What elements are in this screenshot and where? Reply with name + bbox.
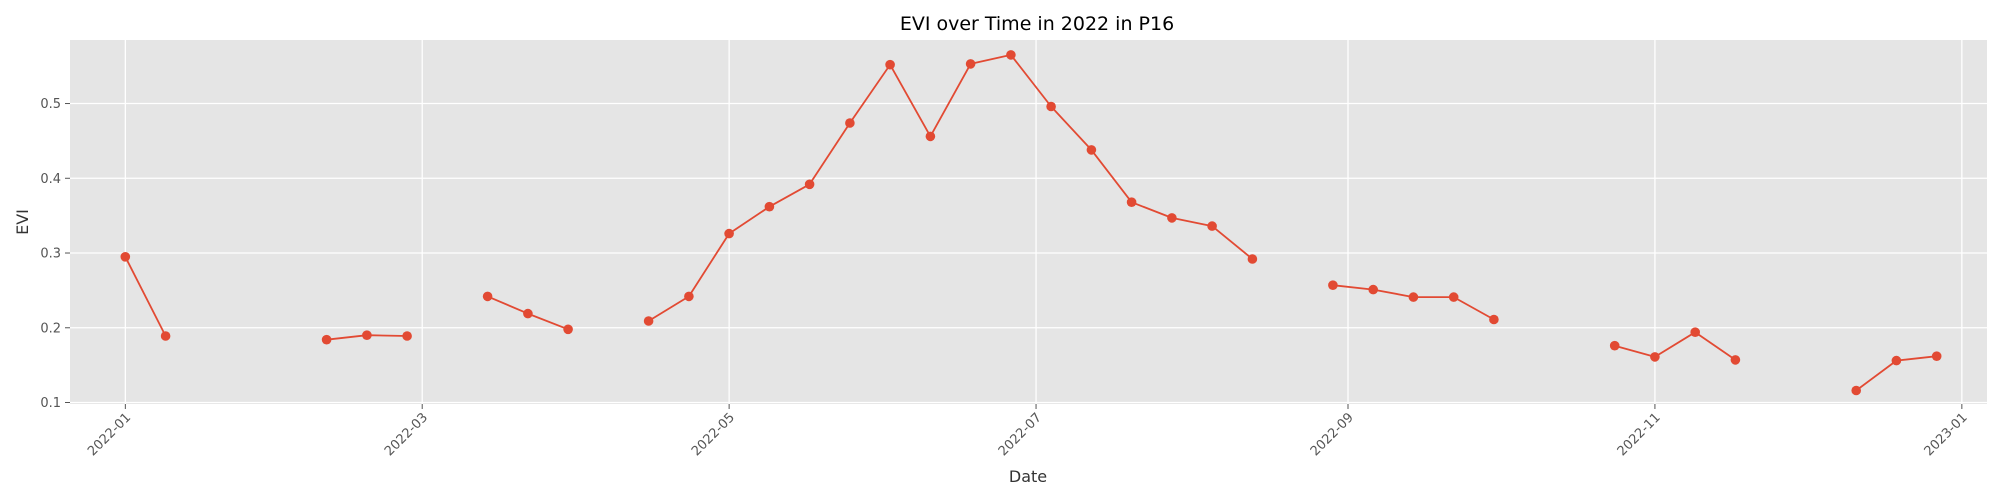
series-line-segment-3	[648, 54, 1253, 322]
y-tick-label-4: 0.5	[40, 97, 61, 112]
data-point-12	[804, 179, 815, 190]
data-point-19	[1086, 145, 1097, 155]
data-point-0	[120, 251, 131, 262]
data-point-21	[1167, 213, 1177, 223]
data-point-24	[1328, 280, 1338, 291]
data-point-25	[1368, 284, 1378, 295]
series-line-segment-5	[1614, 331, 1736, 361]
data-point-34	[1891, 355, 1902, 366]
data-point-11	[764, 201, 775, 212]
data-point-28	[1489, 314, 1499, 325]
plot-area	[70, 40, 1987, 404]
data-point-16	[965, 59, 976, 69]
data-point-4	[402, 331, 412, 341]
y-tick-label-3: 0.4	[40, 172, 61, 187]
y-axis-label: EVI	[13, 209, 32, 235]
data-point-32	[1730, 355, 1741, 365]
data-point-20	[1126, 197, 1137, 207]
data-point-22	[1207, 221, 1217, 231]
data-point-33	[1851, 385, 1861, 396]
data-point-18	[1046, 101, 1056, 112]
data-point-9	[684, 291, 694, 302]
data-point-5	[482, 291, 493, 302]
data-point-13	[845, 118, 855, 128]
grid	[70, 40, 1987, 404]
data-point-1	[160, 331, 171, 341]
data-point-30	[1650, 352, 1660, 362]
data-point-2	[321, 334, 332, 345]
data-point-10	[724, 228, 734, 239]
data-point-23	[1247, 254, 1258, 264]
data-point-17	[1006, 50, 1016, 60]
data-point-26	[1408, 292, 1419, 302]
data-point-7	[563, 324, 573, 335]
data-point-3	[362, 330, 372, 341]
evi-series	[120, 50, 1942, 396]
data-point-8	[643, 316, 654, 326]
y-tick-label-2: 0.3	[40, 247, 61, 262]
y-tick-label-1: 0.2	[40, 321, 61, 336]
data-point-29	[1609, 340, 1620, 351]
data-point-6	[523, 308, 533, 319]
data-point-15	[925, 131, 936, 142]
y-tick-label-0: 0.1	[40, 396, 61, 411]
data-point-35	[1931, 351, 1942, 362]
series-line-segment-0	[124, 256, 167, 337]
data-point-14	[885, 59, 895, 70]
data-point-31	[1690, 327, 1700, 338]
data-point-27	[1448, 292, 1459, 302]
x-axis-label: Date	[1009, 467, 1047, 486]
chart-title: EVI over Time in 2022 in P16	[900, 13, 1174, 35]
